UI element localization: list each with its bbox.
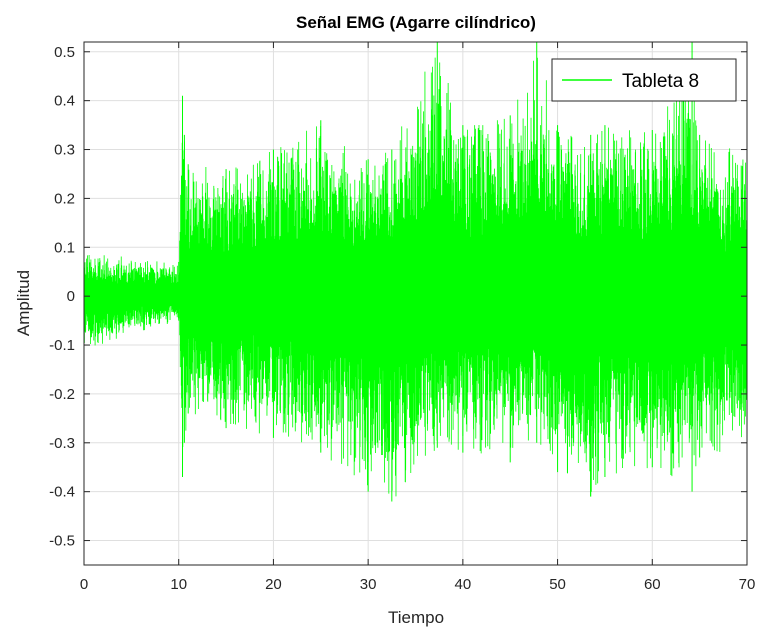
x-tick-label: 10 [170,576,187,593]
y-tick-label: -0.3 [49,435,75,452]
y-tick-label: -0.1 [49,337,75,354]
y-tick-label: -0.2 [49,386,75,403]
x-tick-label: 40 [455,576,472,593]
y-tick-label: -0.5 [49,533,75,550]
y-tick-label: 0.3 [54,142,75,159]
y-tick-label: 0 [67,288,75,305]
x-tick-label: 70 [739,576,756,593]
x-tick-label: 60 [644,576,661,593]
x-tick-label: 50 [549,576,566,593]
y-tick-labels: 0.5 0.4 0.3 0.2 0.1 0 -0.1 -0.2 -0.3 -0.4 -0.5 [49,44,75,550]
chart-title: Señal EMG (Agarre cilíndrico) [296,13,536,32]
signal-series [83,42,748,502]
y-tick-label: 0.4 [54,93,75,110]
legend: Tableta 8 [551,58,737,102]
y-tick-label: 0.2 [54,190,75,207]
y-axis-label: Amplitud [14,270,33,336]
x-tick-label: 0 [80,576,88,593]
y-tick-label: 0.1 [54,239,75,256]
y-tick-label: -0.4 [49,484,75,501]
x-tick-labels: 0 10 20 30 40 50 60 70 [80,576,756,593]
x-tick-label: 20 [265,576,282,593]
x-tick-label: 30 [360,576,377,593]
legend-label: Tableta 8 [622,71,699,92]
y-tick-label: 0.5 [54,44,75,61]
plot-frame [83,41,748,566]
signal-line [83,57,748,497]
x-axis-label: Tiempo [388,608,444,627]
ticks [83,42,748,565]
